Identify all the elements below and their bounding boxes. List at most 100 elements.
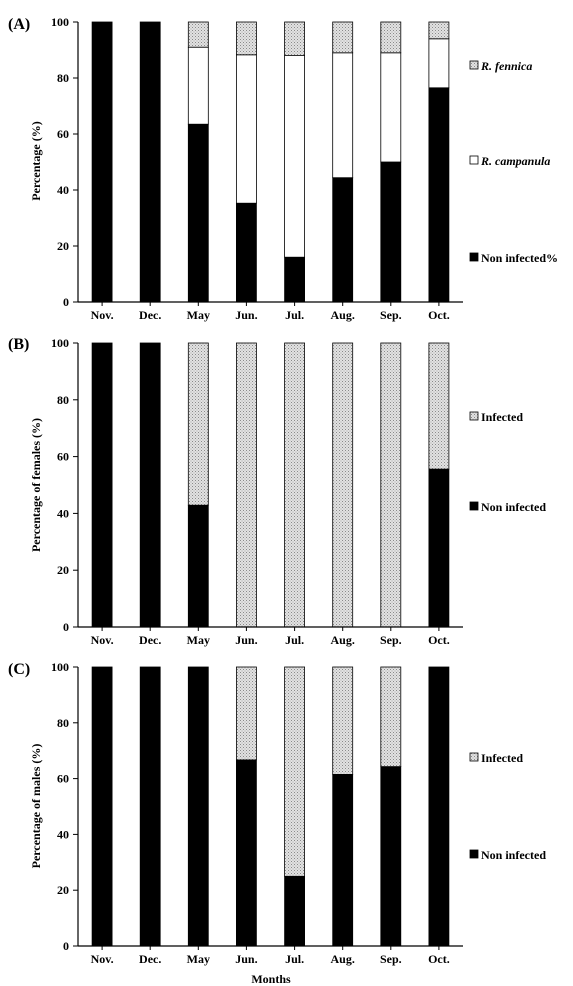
x-tick-label: Jun.	[235, 308, 257, 322]
bar-non_infected-7	[380, 766, 402, 947]
x-tick-label: Sep.	[380, 308, 402, 322]
panel-label: (B)	[8, 336, 29, 353]
legend: Non infected% R. campanula R. fennica	[469, 59, 558, 265]
x-tick-label: Nov.	[91, 633, 114, 647]
y-tick-label: 20	[57, 239, 69, 253]
x-axis-label: Months	[251, 972, 291, 986]
bar-non_infected-4	[235, 202, 257, 303]
y-tick-label: 60	[57, 772, 69, 786]
y-tick-label: 0	[63, 939, 69, 953]
bar-campanula-7	[380, 52, 402, 163]
bar-fennica-7	[380, 21, 402, 54]
x-tick-label: Aug.	[331, 308, 355, 322]
panel-c: (C) Percentage of males (%) Nov. Dec. May J…	[8, 660, 546, 966]
legend-label-fennica: R. fennica	[480, 59, 532, 73]
x-tick-label: Dec.	[139, 308, 161, 322]
bar-campanula-5	[284, 55, 306, 258]
plot-area: Nov. Dec. May Jun. Jul. Aug. Sep. Oct. 0 20 40 60 80…	[51, 660, 463, 966]
x-tick-label: Sep.	[380, 633, 402, 647]
legend-swatch-non_infected	[469, 501, 479, 511]
y-tick-label: 60	[57, 127, 69, 141]
bar-infected-4	[235, 342, 257, 628]
legend-swatch-campanula	[469, 155, 479, 165]
y-tick-label: 40	[57, 827, 69, 841]
bar-non_infected-7	[380, 161, 402, 303]
bar-infected-6	[332, 666, 354, 775]
bar-non_infected-1	[91, 666, 113, 947]
x-tick-label: May	[187, 952, 210, 966]
legend-label-non_infected: Non infected	[481, 848, 546, 862]
x-tick-label: Aug.	[331, 633, 355, 647]
bar-infected-5	[284, 342, 306, 628]
bar-infected-8	[428, 342, 450, 470]
panel-label: (C)	[8, 661, 30, 678]
y-tick-label: 100	[51, 15, 69, 29]
y-tick-label: 40	[57, 183, 69, 197]
x-tick-label: Oct.	[428, 308, 450, 322]
bar-non_infected-6	[332, 177, 354, 303]
panel-label: (A)	[8, 16, 30, 33]
bar-infected-7	[380, 342, 402, 628]
bar-non_infected-1	[91, 21, 113, 303]
bar-infected-6	[332, 342, 354, 628]
legend-label-infected: Infected	[481, 410, 523, 424]
y-axis-label: Percentage (%)	[29, 121, 43, 200]
y-tick-label: 60	[57, 450, 69, 464]
bar-campanula-3	[187, 46, 209, 125]
legend-swatch-non_infected	[469, 252, 479, 262]
x-tick-label: Dec.	[139, 633, 161, 647]
bar-campanula-4	[235, 54, 257, 204]
y-axis-label: Percentage of males (%)	[29, 744, 43, 869]
bar-infected-7	[380, 666, 402, 767]
bar-non_infected-3	[187, 666, 209, 947]
bar-non_infected-8	[428, 87, 450, 303]
bar-fennica-4	[235, 21, 257, 56]
x-tick-label: Nov.	[91, 308, 114, 322]
bar-non_infected-1	[91, 342, 113, 628]
y-tick-label: 20	[57, 563, 69, 577]
bar-non_infected-5	[284, 875, 306, 947]
legend-label-non_infected: Non infected%	[481, 251, 558, 265]
x-tick-label: Jun.	[235, 633, 257, 647]
y-tick-label: 80	[57, 393, 69, 407]
x-tick-label: Aug.	[331, 952, 355, 966]
bar-campanula-8	[428, 38, 450, 89]
bar-non_infected-5	[284, 256, 306, 303]
x-tick-label: May	[187, 308, 210, 322]
bar-fennica-5	[284, 21, 306, 56]
bar-non_infected-8	[428, 666, 450, 947]
plot-area: Nov. Dec. May Jun. Jul. Aug. Sep. Oct. 0 20 40 60 80…	[51, 336, 463, 647]
x-tick-label: Jun.	[235, 952, 257, 966]
x-tick-label: Jul.	[285, 952, 304, 966]
bar-non_infected-3	[187, 504, 209, 628]
x-tick-label: May	[187, 633, 210, 647]
y-axis-label: Percentage of females (%)	[29, 418, 43, 552]
bar-infected-4	[235, 666, 257, 761]
bar-non_infected-3	[187, 123, 209, 303]
plot-area: Nov. Dec. May Jun. Jul. Aug. Sep. Oct. 0 20 40 60 80…	[51, 15, 463, 322]
y-tick-label: 40	[57, 506, 69, 520]
bar-fennica-3	[187, 21, 209, 48]
bar-non_infected-2	[139, 342, 161, 628]
x-tick-label: Jul.	[285, 633, 304, 647]
bar-non_infected-2	[139, 21, 161, 303]
bar-non_infected-2	[139, 666, 161, 947]
legend-swatch-infected	[469, 752, 479, 762]
bar-non_infected-4	[235, 759, 257, 947]
x-tick-label: Nov.	[91, 952, 114, 966]
bar-fennica-6	[332, 21, 354, 54]
panel-b: (B) Percentage of females (%) Nov. Dec. Ma…	[8, 336, 546, 647]
x-tick-label: Oct.	[428, 633, 450, 647]
bar-campanula-6	[332, 52, 354, 179]
y-tick-label: 80	[57, 716, 69, 730]
bar-fennica-8	[428, 21, 450, 40]
y-tick-label: 0	[63, 295, 69, 309]
legend: Non infected Infected	[469, 410, 546, 514]
bar-infected-3	[187, 342, 209, 506]
x-tick-label: Sep.	[380, 952, 402, 966]
legend-label-infected: Infected	[481, 751, 523, 765]
bar-non_infected-6	[332, 774, 354, 947]
legend-label-campanula: R. campanula	[480, 154, 550, 168]
y-tick-label: 100	[51, 660, 69, 674]
